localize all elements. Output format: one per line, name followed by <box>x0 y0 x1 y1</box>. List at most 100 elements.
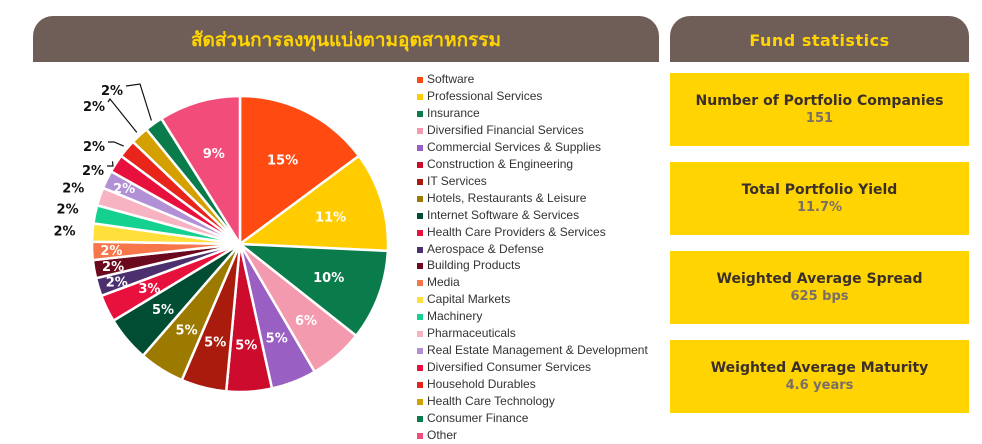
data-label-diversified-financial-services: 6% <box>295 314 317 329</box>
data-label-diversified-consumer-services: 2% <box>82 164 104 179</box>
legend-swatch <box>417 432 423 439</box>
legend-swatch <box>417 127 423 134</box>
data-label-commercial-services-and-supplies: 5% <box>266 332 288 347</box>
legend-swatch <box>417 229 423 236</box>
pie-slice-insurance <box>236 242 390 338</box>
legend-label: Hotels, Restaurants & Leisure <box>427 190 587 205</box>
legend-item-it-services: IT Services <box>417 174 487 188</box>
legend-swatch <box>417 399 423 406</box>
legend-label: Software <box>427 72 475 86</box>
legend-label: Pharmaceuticals <box>427 326 516 341</box>
stat-value: 11.7% <box>796 200 843 215</box>
legend-label: Media <box>427 275 460 290</box>
legend-swatch <box>417 365 423 372</box>
data-label-other: 9% <box>203 147 225 162</box>
legend-item-real-estate-management-and-development: Real Estate Management & Development <box>417 343 648 357</box>
legend-swatch <box>417 297 423 304</box>
legend-item-household-durables: Household Durables <box>417 377 536 391</box>
legend-label: Capital Markets <box>427 292 511 307</box>
chart-title: สัดส่วนการลงทุนแบ่งตามอุตสาหกรรม <box>33 16 659 62</box>
stat-value: 4.6 years <box>785 378 854 393</box>
data-label-insurance: 10% <box>313 271 344 286</box>
legend-item-commercial-services-and-supplies: Commercial Services & Supplies <box>417 140 601 154</box>
legend-label: Health Care Providers & Services <box>427 224 606 239</box>
data-label-software: 15% <box>267 153 298 168</box>
legend-label: Other <box>427 427 458 442</box>
fund-statistics-header: Fund statistics <box>670 16 969 62</box>
stat-label: Total Portfolio Yield <box>741 182 898 198</box>
data-label-building-products: 2% <box>102 260 124 275</box>
industry-pie-chart: 15%11%10%6%5%5%5%5%5%3%2%2%2%2%2%2% 2%2%2… <box>53 83 390 394</box>
data-label-pharmaceuticals: 2% <box>62 182 84 197</box>
legend-item-diversified-financial-services: Diversified Financial Services <box>417 123 584 137</box>
legend-swatch <box>417 314 423 321</box>
legend-item-building-products: Building Products <box>417 258 520 272</box>
data-label-health-care-technology: 2% <box>83 100 105 115</box>
legend-swatch <box>417 77 423 83</box>
stat-card-portfolio-yield: Total Portfolio Yield 11.7% <box>670 162 969 235</box>
data-label-aerospace-and-defense: 2% <box>106 276 128 291</box>
data-label-capital-markets: 2% <box>53 224 75 239</box>
data-label-machinery: 2% <box>57 203 79 218</box>
legend-swatch <box>417 195 423 202</box>
legend-swatch <box>417 246 423 253</box>
data-label-consumer-finance: 2% <box>101 84 123 99</box>
legend-swatch <box>417 212 423 219</box>
stat-card-average-spread: Weighted Average Spread 625 bps <box>670 251 969 324</box>
legend-item-internet-software-and-services: Internet Software & Services <box>417 208 579 222</box>
data-label-media: 2% <box>100 244 122 259</box>
data-label-construction-and-engineering: 5% <box>235 338 257 353</box>
data-label-household-durables: 2% <box>83 140 105 155</box>
data-label-internet-software-and-services: 5% <box>152 303 174 318</box>
legend-label: Insurance <box>427 105 480 120</box>
data-label-it-services: 5% <box>204 336 226 351</box>
legend-label: Health Care Technology <box>427 394 555 409</box>
legend-swatch <box>417 110 423 117</box>
leader-line-household-durables <box>108 141 124 147</box>
data-label-real-estate-management-and-development: 2% <box>113 182 135 197</box>
leader-line-health-care-technology <box>107 97 138 133</box>
legend-swatch <box>417 416 423 422</box>
legend-label: Household Durables <box>427 377 536 392</box>
legend-item-consumer-finance: Consumer Finance <box>417 411 528 425</box>
legend-swatch <box>417 382 423 389</box>
legend-label: Aerospace & Defense <box>427 241 544 256</box>
legend-label: Internet Software & Services <box>427 207 580 222</box>
legend-label: IT Services <box>427 173 487 188</box>
legend-item-construction-and-engineering: Construction & Engineering <box>417 157 573 171</box>
pie-slice-software <box>238 94 361 247</box>
data-label-professional-services: 11% <box>315 210 346 225</box>
legend-label: Building Products <box>427 258 521 273</box>
legend-swatch <box>417 280 423 287</box>
legend-label: Machinery <box>427 309 483 324</box>
stat-label: Weighted Average Spread <box>716 271 923 287</box>
legend-swatch <box>417 178 423 185</box>
legend-swatch <box>417 144 423 151</box>
legend-label: Consumer Finance <box>427 411 529 425</box>
data-label-health-care-providers-and-services: 3% <box>138 282 160 297</box>
stat-label: Number of Portfolio Companies <box>695 93 944 109</box>
legend-item-media: Media <box>417 275 460 289</box>
data-label-hotels-restaurants-and-leisure: 5% <box>176 323 198 338</box>
legend-item-machinery: Machinery <box>417 309 482 323</box>
legend-swatch <box>417 331 423 338</box>
leader-line-consumer-finance <box>125 83 152 121</box>
legend-label: Professional Services <box>427 88 543 103</box>
legend-swatch <box>417 348 423 355</box>
legend-swatch <box>417 161 423 168</box>
stat-value: 625 bps <box>790 289 849 304</box>
legend-label: Construction & Engineering <box>427 156 574 171</box>
legend-swatch <box>417 93 423 100</box>
legend-item-insurance: Insurance <box>417 106 480 120</box>
legend-item-capital-markets: Capital Markets <box>417 292 510 306</box>
legend-item-aerospace-and-defense: Aerospace & Defense <box>417 242 544 256</box>
stat-card-portfolio-companies: Number of Portfolio Companies 151 <box>670 73 969 146</box>
pie-slice-professional-services <box>236 154 390 253</box>
legend-item-pharmaceuticals: Pharmaceuticals <box>417 326 516 340</box>
legend-item-professional-services: Professional Services <box>417 89 542 103</box>
pie-slice-other <box>159 94 242 249</box>
legend-item-diversified-consumer-services: Diversified Consumer Services <box>417 360 591 374</box>
legend-label: Commercial Services & Supplies <box>427 139 602 154</box>
legend-item-health-care-technology: Health Care Technology <box>417 394 555 408</box>
legend-item-hotels-restaurants-and-leisure: Hotels, Restaurants & Leisure <box>417 191 586 205</box>
